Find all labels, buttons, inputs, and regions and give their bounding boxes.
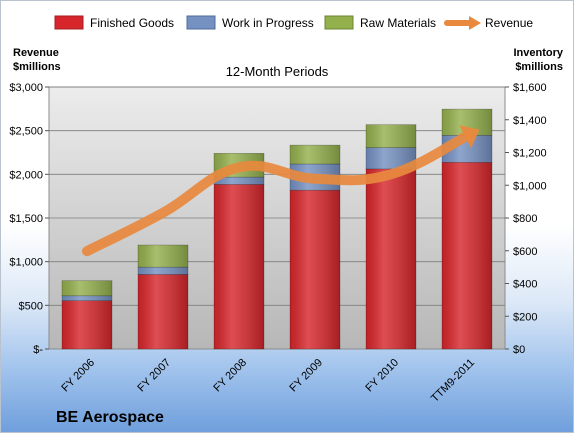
- x-tick-label: FY 2006: [59, 357, 97, 395]
- bar-shade-finished-goods: [290, 190, 340, 349]
- left-tick-label: $2,500: [9, 126, 43, 138]
- right-tick-label: $400: [513, 279, 537, 291]
- x-tick-label: FY 2007: [135, 357, 173, 395]
- right-tick-label: $1,000: [513, 180, 547, 192]
- legend-arrowhead-revenue: [469, 16, 481, 30]
- bar-shade-finished-goods: [62, 300, 112, 349]
- bar-shade-work-in-progress: [138, 267, 188, 275]
- right-axis-title-line2: $millions: [515, 61, 563, 73]
- company-name: BE Aerospace: [56, 409, 164, 426]
- bar-shade-finished-goods: [366, 168, 416, 349]
- left-axis-title-line1: Revenue: [13, 47, 59, 59]
- right-tick-label: $200: [513, 311, 537, 323]
- legend-swatch-work-in-progress: [186, 15, 216, 30]
- right-tick-label: $1,600: [513, 82, 547, 94]
- legend-label-finished-goods: Finished Goods: [90, 16, 174, 30]
- bar-shade-raw-materials: [290, 145, 340, 164]
- bar-shade-raw-materials: [138, 245, 188, 268]
- bar-shade-raw-materials: [366, 124, 416, 148]
- x-tick-label: FY 2010: [363, 357, 401, 395]
- bar-shade-raw-materials: [62, 280, 112, 296]
- right-tick-label: $600: [513, 246, 537, 258]
- x-tick-label: FY 2008: [211, 357, 249, 395]
- x-tick-label: TTM9-2011: [429, 357, 477, 405]
- right-tick-label: $0: [513, 344, 525, 356]
- left-tick-label: $500: [19, 300, 43, 312]
- legend-swatch-raw-materials: [324, 15, 354, 30]
- left-tick-label: $-: [33, 344, 43, 356]
- legend-item-work-in-progress: Work in Progress: [186, 15, 314, 30]
- revenue-arrowhead: [459, 125, 480, 149]
- legend-item-raw-materials: Raw Materials: [324, 15, 436, 30]
- right-tick-label: $1,200: [513, 148, 547, 160]
- left-tick-label: $1,000: [9, 257, 43, 269]
- bar-shade-work-in-progress: [366, 147, 416, 169]
- right-axis-ticks: $0 $200 $400 $600 $800 $1,000 $1,200 $1,400 $1,6…: [505, 82, 547, 356]
- right-tick-label: $1,400: [513, 115, 547, 127]
- left-tick-label: $2,000: [9, 169, 43, 181]
- legend-swatch-finished-goods: [54, 15, 84, 30]
- left-tick-label: $1,500: [9, 213, 43, 225]
- left-axis-ticks: $- $500 $1,000 $1,500 $2,000 $2,500 $3,000: [9, 82, 49, 356]
- legend-label-work-in-progress: Work in Progress: [222, 16, 314, 30]
- legend: Finished Goods Work in Progress Raw Mate…: [54, 15, 533, 30]
- legend-label-raw-materials: Raw Materials: [360, 16, 436, 30]
- x-axis-ticks: FY 2006 FY 2007 FY 2008 FY 2009 FY 2010 TTM9-…: [59, 357, 477, 405]
- bar-shade-work-in-progress: [62, 295, 112, 301]
- bar-shade-finished-goods: [138, 274, 188, 349]
- left-axis-title-line2: $millions: [13, 61, 61, 73]
- legend-label-revenue: Revenue: [485, 16, 533, 30]
- right-tick-label: $800: [513, 213, 537, 225]
- bar-shade-finished-goods: [214, 184, 264, 349]
- left-tick-label: $3,000: [9, 82, 43, 94]
- bar-shade-work-in-progress: [214, 177, 264, 185]
- x-tick-label: FY 2009: [287, 357, 325, 395]
- chart-subtitle: 12-Month Periods: [226, 64, 329, 79]
- revenue-line: [82, 130, 472, 257]
- legend-item-finished-goods: Finished Goods: [54, 15, 174, 30]
- legend-item-revenue: Revenue: [444, 16, 533, 30]
- bars: [61, 108, 493, 350]
- right-axis-title-line1: Inventory: [513, 47, 563, 59]
- revenue-series: [82, 125, 480, 257]
- bar-shade-finished-goods: [442, 162, 492, 349]
